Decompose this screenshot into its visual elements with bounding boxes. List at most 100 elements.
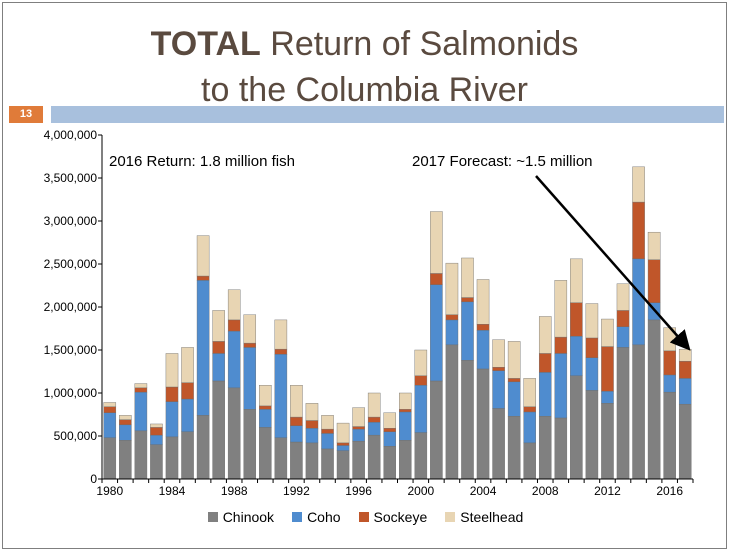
bar-steelhead-1986 bbox=[196, 235, 210, 277]
bar-coho-1982 bbox=[134, 391, 148, 432]
bar-coho-1998 bbox=[383, 431, 396, 447]
bar-coho-1988 bbox=[227, 330, 241, 389]
bar-steelhead-1989 bbox=[243, 314, 257, 344]
bar-coho-2000 bbox=[414, 385, 428, 433]
bar-sockeye-2010 bbox=[570, 302, 583, 337]
bar-steelhead-2002 bbox=[445, 262, 459, 315]
bar-sockeye-2002 bbox=[445, 314, 459, 321]
bar-coho-1991 bbox=[274, 354, 288, 438]
slide-number: 13 bbox=[9, 106, 43, 123]
bar-sockeye-1981 bbox=[119, 419, 132, 426]
bar-steelhead-2001 bbox=[430, 211, 443, 274]
bar-chinook-1982 bbox=[134, 430, 148, 480]
bar-coho-2009 bbox=[554, 353, 568, 419]
bar-steelhead-2006 bbox=[507, 341, 521, 379]
legend-item-steelhead: Steelhead bbox=[445, 509, 523, 525]
bar-steelhead-1994 bbox=[321, 415, 334, 430]
bar-chinook-2007 bbox=[523, 442, 536, 480]
bar-chinook-2009 bbox=[554, 417, 568, 480]
bar-steelhead-2008 bbox=[538, 316, 552, 354]
bar-chinook-1981 bbox=[119, 440, 132, 480]
bar-coho-1989 bbox=[243, 347, 257, 410]
bars bbox=[103, 166, 692, 480]
bar-coho-1999 bbox=[399, 411, 412, 441]
bar-chinook-1987 bbox=[212, 380, 225, 480]
bar-steelhead-2013 bbox=[616, 283, 630, 311]
title-accent-bar bbox=[51, 106, 724, 123]
y-tick-label: 3,500,000 bbox=[44, 171, 98, 185]
bar-chinook-2012 bbox=[601, 403, 614, 480]
legend-swatch-coho bbox=[292, 512, 303, 522]
bar-coho-1987 bbox=[212, 353, 225, 382]
bar-steelhead-1990 bbox=[259, 385, 272, 407]
bar-chinook-2002 bbox=[445, 344, 459, 480]
bar-chinook-1999 bbox=[399, 440, 412, 480]
bar-chinook-1995 bbox=[336, 450, 350, 480]
bar-sockeye-2005 bbox=[492, 367, 505, 371]
bar-coho-2004 bbox=[476, 330, 490, 370]
bar-chinook-1996 bbox=[352, 440, 365, 480]
y-tick-label: 1,000,000 bbox=[44, 386, 98, 400]
x-tick-label: 2000 bbox=[407, 484, 434, 498]
legend-label-sockeye: Sockeye bbox=[373, 509, 428, 525]
y-tick-label: 500,000 bbox=[54, 429, 98, 443]
legend-swatch-sockeye bbox=[358, 512, 369, 522]
bar-sockeye-1995 bbox=[336, 442, 350, 446]
bar-chinook-1993 bbox=[305, 442, 319, 480]
bar-sockeye-1988 bbox=[227, 319, 241, 332]
title-rest: Return of Salmonids bbox=[260, 25, 579, 63]
x-tick-label: 2012 bbox=[594, 484, 621, 498]
y-axis: 0 500,000 1,000,000 1,500,000 2,000,000 2,500… bbox=[44, 128, 103, 486]
bar-sockeye-1985 bbox=[181, 382, 194, 400]
bar-chinook-1997 bbox=[367, 434, 381, 480]
x-tick-label: 1988 bbox=[221, 484, 248, 498]
bar-sockeye-1992 bbox=[290, 416, 303, 426]
bar-sockeye-2008 bbox=[538, 353, 552, 373]
bar-steelhead-1985 bbox=[181, 347, 194, 383]
x-axis: 1980 1984 1988 1992 1996 2000 2004 2008 2012 2016 bbox=[96, 478, 694, 498]
title-line-1: TOTAL Return of Salmonids bbox=[3, 21, 726, 67]
bar-coho-2013 bbox=[616, 326, 630, 348]
bar-chinook-2001 bbox=[430, 380, 443, 480]
bar-sockeye-1980 bbox=[103, 406, 117, 413]
bar-chinook-2005 bbox=[492, 408, 505, 480]
title-bold: TOTAL bbox=[150, 25, 261, 63]
bar-steelhead-1993 bbox=[305, 403, 319, 421]
y-tick-label: 1,500,000 bbox=[44, 343, 98, 357]
bar-steelhead-1996 bbox=[352, 407, 365, 427]
bar-steelhead-1991 bbox=[274, 319, 288, 350]
bar-coho-2001 bbox=[430, 284, 443, 382]
bar-sockeye-2014 bbox=[632, 201, 645, 260]
bar-sockeye-2016 bbox=[663, 350, 676, 376]
bar-sockeye-1990 bbox=[259, 405, 272, 410]
bar-sockeye-2003 bbox=[461, 297, 474, 303]
bar-coho-1980 bbox=[103, 412, 117, 438]
bar-sockeye-1999 bbox=[399, 409, 412, 413]
bar-sockeye-1994 bbox=[321, 428, 334, 434]
bar-chinook-1990 bbox=[259, 427, 272, 480]
bar-steelhead-2009 bbox=[554, 280, 568, 338]
y-tick-label: 3,000,000 bbox=[44, 214, 98, 228]
bar-coho-1992 bbox=[290, 425, 303, 443]
bar-sockeye-2001 bbox=[430, 273, 443, 285]
bar-coho-1997 bbox=[367, 422, 381, 436]
bar-chinook-2013 bbox=[616, 347, 630, 480]
bar-sockeye-2015 bbox=[647, 259, 661, 303]
bar-chinook-1989 bbox=[243, 409, 257, 480]
bar-coho-2006 bbox=[507, 381, 521, 417]
bar-coho-1986 bbox=[196, 280, 210, 416]
legend: Chinook Coho Sockeye Steelhead bbox=[0, 509, 731, 525]
bar-chinook-2016 bbox=[663, 391, 676, 480]
forecast-arrow bbox=[535, 175, 691, 351]
bar-steelhead-2017 bbox=[678, 348, 692, 362]
bar-sockeye-1996 bbox=[352, 426, 365, 430]
bar-chinook-1984 bbox=[165, 436, 179, 480]
bar-steelhead-1982 bbox=[134, 383, 148, 389]
bar-chinook-1992 bbox=[290, 441, 303, 480]
bar-steelhead-1995 bbox=[336, 422, 350, 444]
bar-steelhead-2014 bbox=[632, 166, 645, 203]
annotation-2016-return: 2016 Return: 1.8 million fish bbox=[109, 153, 295, 170]
legend-item-coho: Coho bbox=[292, 509, 341, 525]
bar-chinook-2015 bbox=[647, 319, 661, 480]
